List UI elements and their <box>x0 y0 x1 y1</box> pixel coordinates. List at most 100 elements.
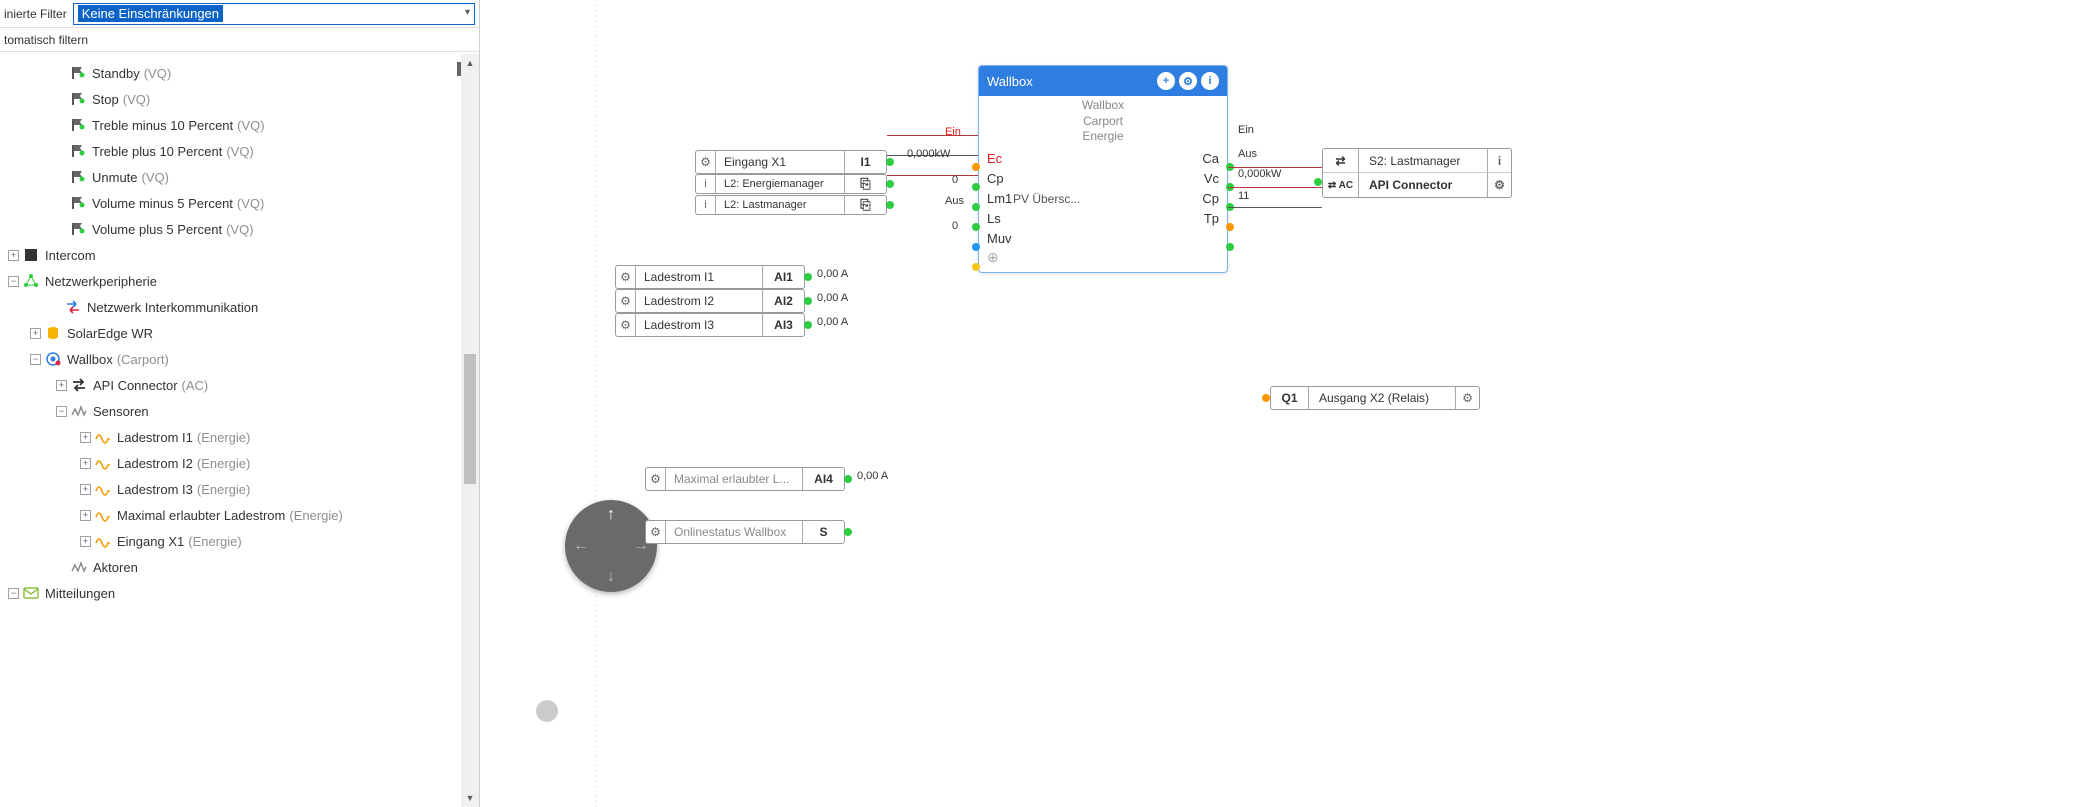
plus-icon[interactable]: + <box>1157 72 1175 90</box>
tree-item[interactable]: Netzwerk Interkommunikation <box>0 294 461 320</box>
tree-toggle[interactable]: + <box>80 484 91 495</box>
gear-icon[interactable]: ⚙ <box>1179 72 1197 90</box>
tree-item[interactable]: + API Connector (AC) <box>0 372 461 398</box>
io-block-i3[interactable]: ⚙ Ladestrom I3 AI3 <box>615 313 805 337</box>
tree-item[interactable]: Volume plus 5 Percent (VQ) <box>0 216 461 242</box>
gear-icon[interactable]: ⚙ <box>696 151 716 173</box>
tree-toggle[interactable]: − <box>56 406 67 417</box>
scroll-down-icon[interactable]: ▼ <box>461 789 479 807</box>
fb-output-pin[interactable]: Cp <box>1193 191 1219 206</box>
scroll-up-icon[interactable]: ▲ <box>461 54 479 72</box>
auto-filter-row[interactable]: tomatisch filtern <box>0 28 479 52</box>
wallbox-function-block[interactable]: Wallbox + ⚙ i Wallbox Carport Energie Ec… <box>978 65 1228 273</box>
tree-item[interactable]: Aktoren <box>0 554 461 580</box>
pin-icon[interactable] <box>1314 178 1322 186</box>
tree-toggle[interactable]: + <box>80 432 91 443</box>
tree-toggle[interactable]: + <box>80 510 91 521</box>
fb-row[interactable]: Muv <box>979 229 1227 249</box>
fb-input-pin[interactable]: Cp <box>987 171 1013 186</box>
fb-output-pin[interactable]: Tp <box>1193 211 1219 226</box>
fb-output-pin[interactable]: Vc <box>1193 171 1219 186</box>
gear-icon[interactable]: ⚙ <box>616 314 636 336</box>
io-block-i2[interactable]: ⚙ Ladestrom I2 AI2 <box>615 289 805 313</box>
pin-icon[interactable] <box>972 243 980 251</box>
api-row-connector[interactable]: ⇄ AC API Connector ⚙ <box>1323 173 1511 197</box>
api-connector-block[interactable]: ⇄ S2: Lastmanager i ⇄ AC API Connector ⚙ <box>1322 148 1512 198</box>
fb-row[interactable]: Ls Tp <box>979 209 1227 229</box>
tree-item[interactable]: + Ladestrom I1 (Energie) <box>0 424 461 450</box>
tree-toggle[interactable]: − <box>8 588 19 599</box>
fb-row[interactable]: Ec Ca <box>979 149 1227 169</box>
tree-item[interactable]: Standby (VQ) <box>0 60 461 86</box>
fb-row[interactable]: Lm1 PV Übersc... Cp <box>979 189 1227 209</box>
pin-icon[interactable] <box>972 223 980 231</box>
tree-item[interactable]: Stop (VQ) <box>0 86 461 112</box>
arrow-left-icon[interactable]: ← <box>573 537 589 555</box>
gear-icon[interactable]: ⚙ <box>646 521 666 543</box>
pin-icon[interactable] <box>1226 243 1234 251</box>
output-q1-block[interactable]: Q1 Ausgang X2 (Relais) ⚙ <box>1270 386 1480 410</box>
tree-item[interactable]: Volume minus 5 Percent (VQ) <box>0 190 461 216</box>
pin-icon[interactable] <box>1262 394 1270 402</box>
pin-icon[interactable] <box>886 180 894 188</box>
tree-item[interactable]: Treble minus 10 Percent (VQ) <box>0 112 461 138</box>
tree-item[interactable]: Unmute (VQ) <box>0 164 461 190</box>
fb-input-pin[interactable]: Ls <box>987 211 1013 226</box>
pin-icon[interactable] <box>844 475 852 483</box>
tree-toggle[interactable]: + <box>80 458 91 469</box>
gear-icon[interactable]: ⚙ <box>646 468 666 490</box>
tree-item[interactable]: + Maximal erlaubter Ladestrom (Energie) <box>0 502 461 528</box>
tree-toggle[interactable]: + <box>80 536 91 547</box>
tree-item[interactable]: + Intercom <box>0 242 461 268</box>
fb-input-pin[interactable]: Muv <box>987 231 1013 246</box>
tree-item[interactable]: − Mitteilungen <box>0 580 461 606</box>
io-block-max[interactable]: ⚙ Maximal erlaubter L... AI4 <box>645 467 845 491</box>
tree-item[interactable]: Treble plus 10 Percent (VQ) <box>0 138 461 164</box>
pin-icon[interactable] <box>804 321 812 329</box>
tree-item[interactable]: + Eingang X1 (Energie) <box>0 528 461 554</box>
filter-dropdown[interactable]: Keine Einschränkungen ▾ <box>73 3 475 25</box>
gear-icon[interactable]: ⚙ <box>1455 387 1479 409</box>
tree-item[interactable]: − Wallbox (Carport) <box>0 346 461 372</box>
scroll-thumb[interactable] <box>464 354 476 484</box>
io-block-i1[interactable]: ⚙ Ladestrom I1 AI1 <box>615 265 805 289</box>
info-icon[interactable]: i <box>1487 149 1511 172</box>
arrow-up-icon[interactable]: ↑ <box>607 506 615 524</box>
tree-item[interactable]: + Ladestrom I2 (Energie) <box>0 450 461 476</box>
fb-input-pin[interactable]: Ec <box>987 151 1013 166</box>
gear-icon[interactable]: ⚙ <box>616 266 636 288</box>
tree-item[interactable]: + Ladestrom I3 (Energie) <box>0 476 461 502</box>
tree-toggle[interactable]: + <box>56 380 67 391</box>
tree-toggle[interactable]: + <box>30 328 41 339</box>
info-icon[interactable]: i <box>1201 72 1219 90</box>
scrollbar[interactable]: ▲ ▼ <box>461 54 479 807</box>
fb-row[interactable]: Cp Vc <box>979 169 1227 189</box>
fb-header[interactable]: Wallbox + ⚙ i <box>979 66 1227 96</box>
io-block-em[interactable]: i L2: Energiemanager ⎘ <box>695 174 887 194</box>
plus-icon[interactable]: ⊕ <box>987 249 999 265</box>
io-block-stat[interactable]: ⚙ Onlinestatus Wallbox S <box>645 520 845 544</box>
io-block-lm[interactable]: i L2: Lastmanager ⎘ <box>695 195 887 215</box>
tree-item[interactable]: − Netzwerkperipherie <box>0 268 461 294</box>
info-icon[interactable]: i <box>696 196 716 214</box>
fb-input-pin[interactable]: Lm1 <box>987 191 1013 206</box>
tree-toggle[interactable]: + <box>8 250 19 261</box>
tree-item[interactable]: − Sensoren <box>0 398 461 424</box>
tree-toggle[interactable]: − <box>8 276 19 287</box>
pin-icon[interactable] <box>1226 223 1234 231</box>
info-icon[interactable]: i <box>696 175 716 193</box>
io-block-x1[interactable]: ⚙ Eingang X1 I1 <box>695 150 887 174</box>
api-row-lastmanager[interactable]: ⇄ S2: Lastmanager i <box>1323 149 1511 173</box>
arrow-down-icon[interactable]: ↓ <box>607 568 615 586</box>
tree-toggle[interactable]: − <box>30 354 41 365</box>
pin-icon[interactable] <box>972 163 980 171</box>
canvas[interactable]: ↑ ← → ↓ Wallbox + ⚙ i Wallbox Carport En… <box>480 0 2096 807</box>
pin-icon[interactable] <box>886 158 894 166</box>
nav-pan-control[interactable]: ↑ ← → ↓ <box>565 500 657 592</box>
pin-icon[interactable] <box>844 528 852 536</box>
nav-dot[interactable] <box>536 700 558 722</box>
pin-icon[interactable] <box>804 273 812 281</box>
gear-icon[interactable]: ⚙ <box>1487 173 1511 197</box>
tree-item[interactable]: + SolarEdge WR <box>0 320 461 346</box>
pin-icon[interactable] <box>972 203 980 211</box>
